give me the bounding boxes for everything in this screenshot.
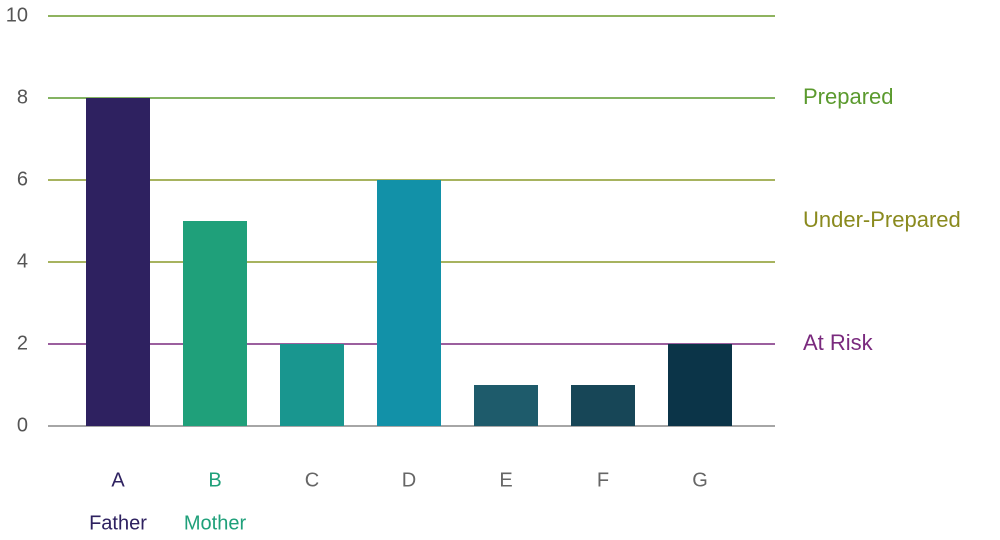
bar: [183, 221, 247, 426]
x-tick-label: B: [208, 469, 221, 491]
y-tick-label: 4: [17, 250, 28, 272]
bar: [571, 385, 635, 426]
bar: [280, 344, 344, 426]
x-tick-label: E: [499, 469, 512, 491]
bar: [377, 180, 441, 426]
y-tick-label: 8: [17, 86, 28, 108]
zone-label: Prepared: [803, 84, 894, 109]
zone-label: At Risk: [803, 330, 874, 355]
x-tick-label: C: [305, 469, 319, 491]
y-tick-label: 2: [17, 332, 28, 354]
y-tick-label: 10: [6, 4, 28, 26]
bar: [668, 344, 732, 426]
y-tick-label: 6: [17, 168, 28, 190]
x-sublabel: Father: [89, 512, 147, 534]
bar: [474, 385, 538, 426]
x-sublabel: Mother: [184, 512, 247, 534]
x-tick-label: F: [597, 469, 609, 491]
zone-label: Under-Prepared: [803, 207, 961, 232]
x-tick-label: D: [402, 469, 416, 491]
x-tick-label: A: [111, 469, 125, 491]
bar: [86, 98, 150, 426]
x-tick-label: G: [692, 469, 708, 491]
y-tick-label: 0: [17, 414, 28, 436]
